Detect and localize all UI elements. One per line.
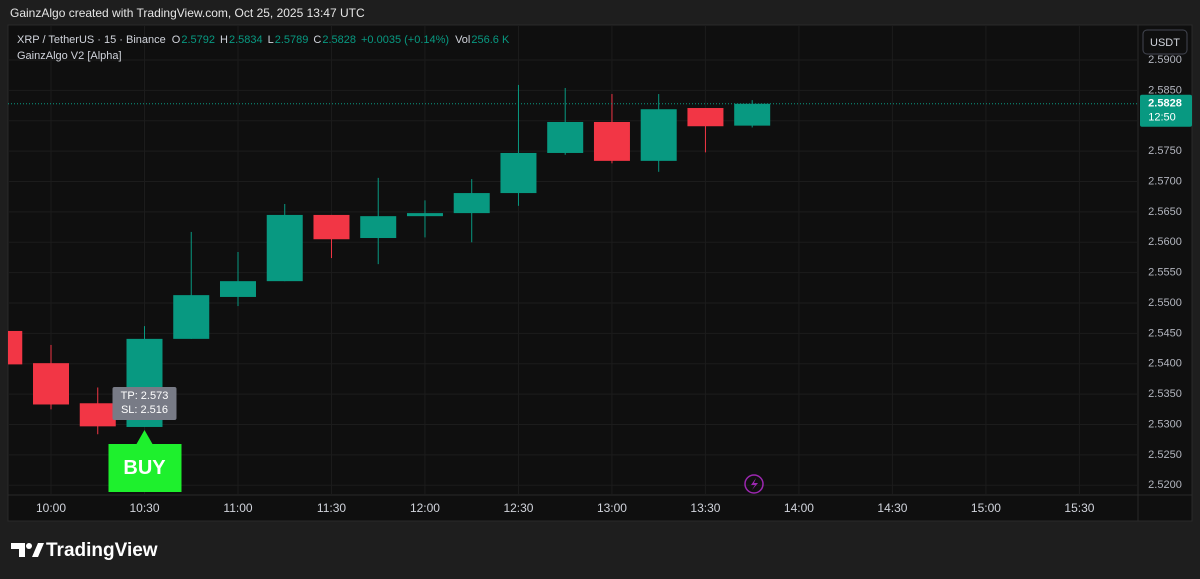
y-tick-label: 2.5200 [1148,479,1182,491]
candle-body [79,403,116,427]
candle-body [687,108,724,127]
y-tick-label: 2.5700 [1148,175,1182,187]
tradingview-logo [11,543,44,557]
y-tick-label: 2.5500 [1148,297,1182,309]
legend-value: 2.5828 [322,34,356,46]
axes: 2.5200 2.5250 2.5300 2.5350 2.5400 2.5450 2.55… [36,54,1192,515]
legend-value: 2.5834 [229,34,263,46]
x-tick-label: 13:30 [690,501,720,515]
icon-circle[interactable] [744,474,764,494]
last-price-label: 2.5828 [1148,98,1182,110]
candle-body [266,214,303,282]
x-tick-label: 12:30 [503,501,533,515]
indicator-name: GainzAlgo V2 [Alpha] [17,50,122,62]
grid [8,26,1138,495]
legend-value: 256.6 K [471,34,510,46]
candle-body [313,214,350,240]
last-price-tag [1140,94,1192,127]
x-tick-label: 13:00 [597,501,627,515]
logo-mark [11,543,25,557]
symbol: XRP / TetherUS · 15 · Binance [17,34,166,46]
logo-dot [26,543,32,549]
logo-mark [32,543,44,557]
legend-value: 2.5789 [275,34,309,46]
y-tick-label: 2.5850 [1148,84,1182,96]
legend-key: C [313,34,321,46]
y-tick-label: 2.5750 [1148,145,1182,157]
y-tick-label: 2.5650 [1148,206,1182,218]
y-tick-label: 2.5900 [1148,54,1182,66]
candles [8,84,1138,435]
brand: TradingView [46,540,158,561]
currency-label[interactable]: USDT [1150,37,1180,49]
replay-icon[interactable] [744,474,764,494]
legend-key: L [268,34,274,46]
candle-body [406,213,443,217]
legend-change: +0.0035 (+0.14%) [361,34,449,46]
y-tick-label: 2.5600 [1148,236,1182,248]
y-tick-label: 2.5550 [1148,267,1182,279]
countdown: 12:50 [1148,112,1176,124]
x-tick-label: 12:00 [410,501,440,515]
y-tick-label: 2.5250 [1148,449,1182,461]
x-tick-label: 10:00 [36,501,66,515]
legend-key: H [220,34,228,46]
candle-body [734,103,771,126]
buy-signal: TP: 2.573 SL: 2.516 BUY [108,386,182,492]
candle-body [453,193,490,214]
x-tick-label: 10:30 [129,501,159,515]
x-tick-label: 14:30 [877,501,907,515]
x-tick-label: 11:30 [317,501,346,515]
buy-box [108,429,182,492]
y-tick-label: 2.5400 [1148,358,1182,370]
candle-body [640,109,677,161]
candle-body [173,295,210,339]
candle-body [500,152,537,194]
legend-value: 2.5792 [181,34,215,46]
candle-body [593,121,630,161]
tp-text: TP: 2.573 [121,390,169,402]
y-tick-label: 2.5300 [1148,418,1182,430]
x-tick-label: 11:00 [223,501,252,515]
legend-key: Vol [455,34,470,46]
legend-line: XRP / TetherUS · 15 · Binance O2.5792 H2.5… [17,34,510,46]
header-text: GainzAlgo created with TradingView.com, … [10,6,365,20]
x-tick-label: 14:00 [784,501,814,515]
candle-body [8,330,23,365]
candle-body [33,363,70,405]
tp-sl-box [112,386,177,420]
x-tick-label: 15:00 [971,501,1001,515]
currency-button[interactable] [1142,29,1188,55]
candle-body [219,281,256,297]
y-tick-label: 2.5350 [1148,388,1182,400]
candle-body [360,216,397,239]
icon-bolt[interactable] [751,478,758,490]
candle-body [547,121,584,153]
legend-key: O [172,34,181,46]
y-tick-label: 2.5450 [1148,327,1182,339]
buy-label: BUY [123,457,166,479]
sl-text: SL: 2.516 [121,404,168,416]
x-tick-label: 15:30 [1064,501,1094,515]
